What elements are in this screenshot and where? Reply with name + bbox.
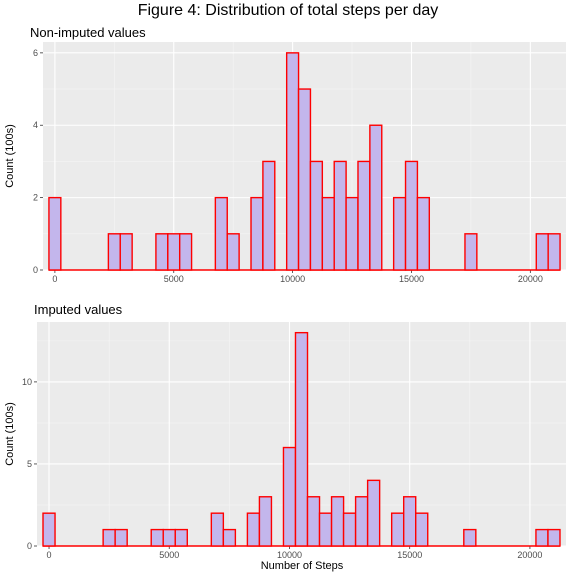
y-tick-label: 2	[33, 193, 38, 203]
histogram-bar	[107, 233, 121, 271]
histogram-bar	[535, 233, 549, 271]
histogram-bar	[246, 512, 261, 547]
histogram-bar	[210, 512, 225, 547]
x-tick-label: 0	[52, 274, 57, 284]
histogram-bar	[167, 233, 181, 271]
histogram-bar	[463, 528, 477, 547]
histogram-bar	[114, 528, 128, 547]
histogram-bar	[162, 528, 176, 547]
panel-1-title: Non-imputed values	[30, 25, 146, 40]
x-tick-label: 15000	[399, 274, 424, 284]
histogram-bar	[306, 496, 321, 547]
x-tick-label: 20000	[518, 274, 543, 284]
histogram-bar	[155, 233, 169, 271]
histogram-bar	[178, 233, 193, 271]
histogram-bar	[250, 196, 264, 271]
histogram-bar	[309, 160, 324, 271]
histogram-bar	[357, 160, 371, 271]
histogram-bar	[390, 512, 405, 547]
figure-title: Figure 4: Distribution of total steps pe…	[137, 2, 439, 19]
histogram-bar	[547, 528, 561, 547]
histogram-bar	[330, 496, 345, 547]
histogram-bar	[294, 331, 309, 547]
histogram-bar	[174, 528, 188, 547]
histogram-bar	[333, 160, 347, 271]
x-tick-label: 20000	[517, 550, 542, 560]
histogram-bar	[535, 528, 549, 547]
histogram-bar	[402, 496, 417, 547]
histogram-bar	[464, 233, 478, 271]
histogram-bar	[226, 233, 240, 271]
panel-2-title: Imputed values	[34, 302, 123, 317]
histogram-bar	[366, 479, 381, 547]
x-tick-label: 10000	[277, 550, 302, 560]
histogram-bar	[416, 196, 431, 271]
histogram-bar	[282, 446, 297, 547]
y-axis-title: Count (100s)	[4, 402, 16, 466]
histogram-bar	[318, 512, 333, 547]
histogram-bar	[547, 233, 561, 271]
panel-2: 0 5 10 0 5000 10000 15000 20000 Count (100s)	[4, 322, 566, 560]
histogram-bar	[285, 52, 300, 271]
histogram-bar	[258, 496, 273, 547]
x-tick-label: 15000	[397, 550, 422, 560]
histogram-bar	[369, 124, 383, 271]
histogram-bar	[150, 528, 164, 547]
histogram-bar	[354, 496, 369, 547]
x-tick-label: 5000	[164, 274, 184, 284]
y-axis-title: Count (100s)	[4, 124, 16, 188]
panel-1: 0 2 4 6 0 5000 10000 15000 20000 Count (100s)	[4, 42, 566, 284]
x-axis-title: Number of Steps	[261, 560, 344, 572]
y-tick-label: 10	[22, 377, 32, 387]
y-tick-label: 0	[33, 265, 38, 275]
x-tick-label: 0	[47, 550, 52, 560]
x-tick-label: 10000	[280, 274, 305, 284]
histogram-bar	[297, 88, 312, 271]
y-tick-label: 4	[33, 120, 38, 130]
histogram-bar	[48, 196, 62, 271]
y-tick-label: 6	[33, 48, 38, 58]
histogram-bar	[102, 528, 116, 547]
histogram-bar	[222, 528, 237, 547]
histogram-bar	[342, 512, 357, 547]
histogram-bar	[415, 512, 429, 547]
histogram-bar	[214, 196, 228, 271]
histogram-bar	[42, 512, 56, 547]
histogram-bar	[119, 233, 133, 271]
histogram-bar	[321, 196, 335, 271]
histogram-bar	[404, 160, 419, 271]
x-tick-label: 5000	[159, 550, 179, 560]
y-tick-label: 5	[27, 459, 32, 469]
y-tick-label: 0	[27, 541, 32, 551]
histogram-bar	[392, 196, 407, 271]
histogram-bar	[262, 160, 276, 271]
histogram-bar	[345, 196, 359, 271]
